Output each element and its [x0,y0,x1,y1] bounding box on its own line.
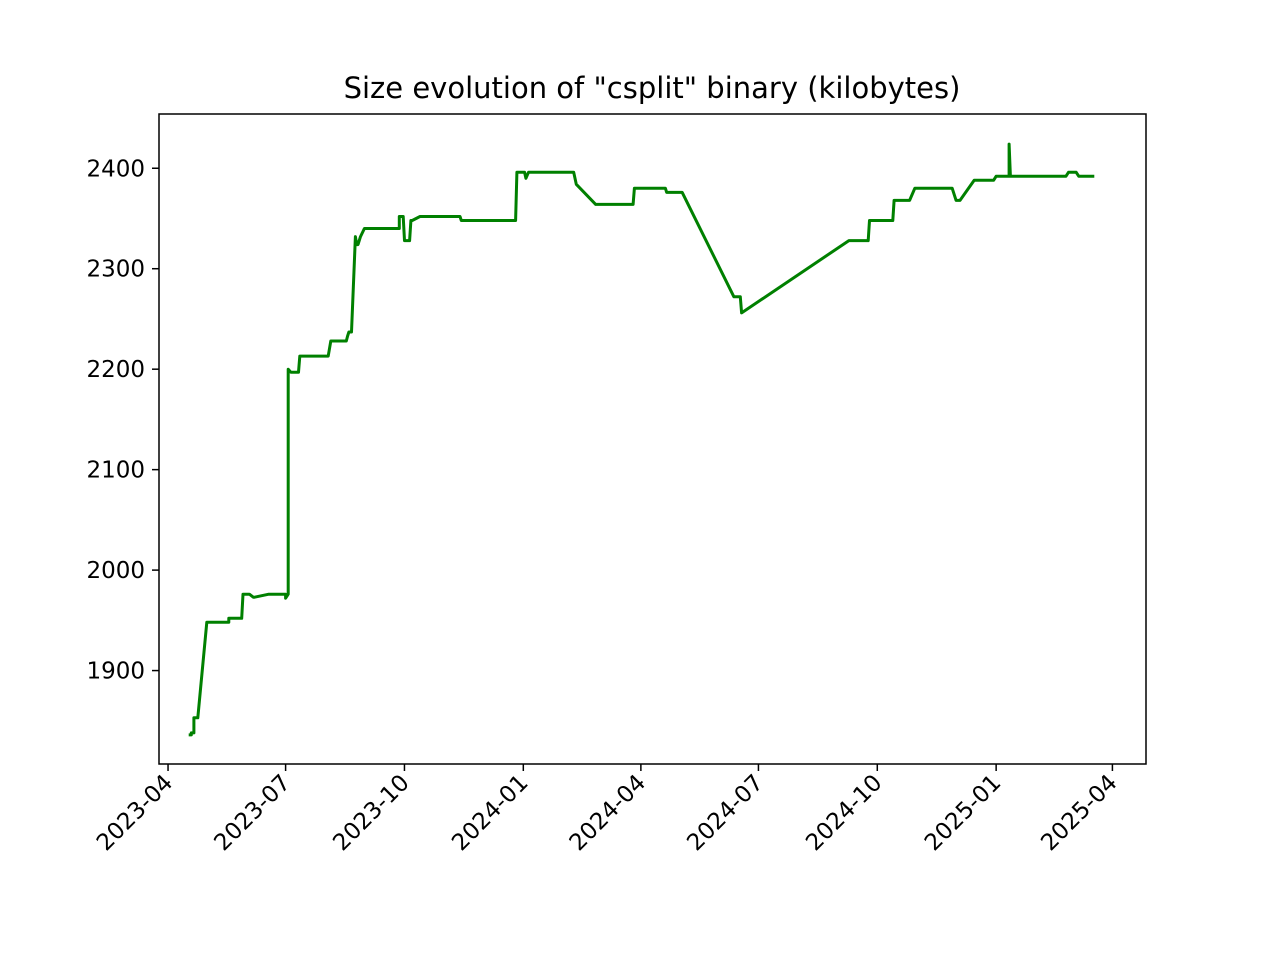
plot-area [159,114,1146,764]
y-tick-label: 2400 [86,156,145,182]
size-series-line [188,142,1095,737]
plot-frame [158,113,1147,765]
y-tick-label: 2100 [86,458,145,484]
chart-title: Size evolution of "csplit" binary (kilob… [344,71,961,105]
y-tick-label: 2000 [86,558,145,584]
y-tick-label: 2300 [86,257,145,283]
y-tick-label: 1900 [86,659,145,685]
y-tick-label: 2200 [86,357,145,383]
y-axis: 1900 2000 2100 2200 2300 2400 [86,156,159,685]
